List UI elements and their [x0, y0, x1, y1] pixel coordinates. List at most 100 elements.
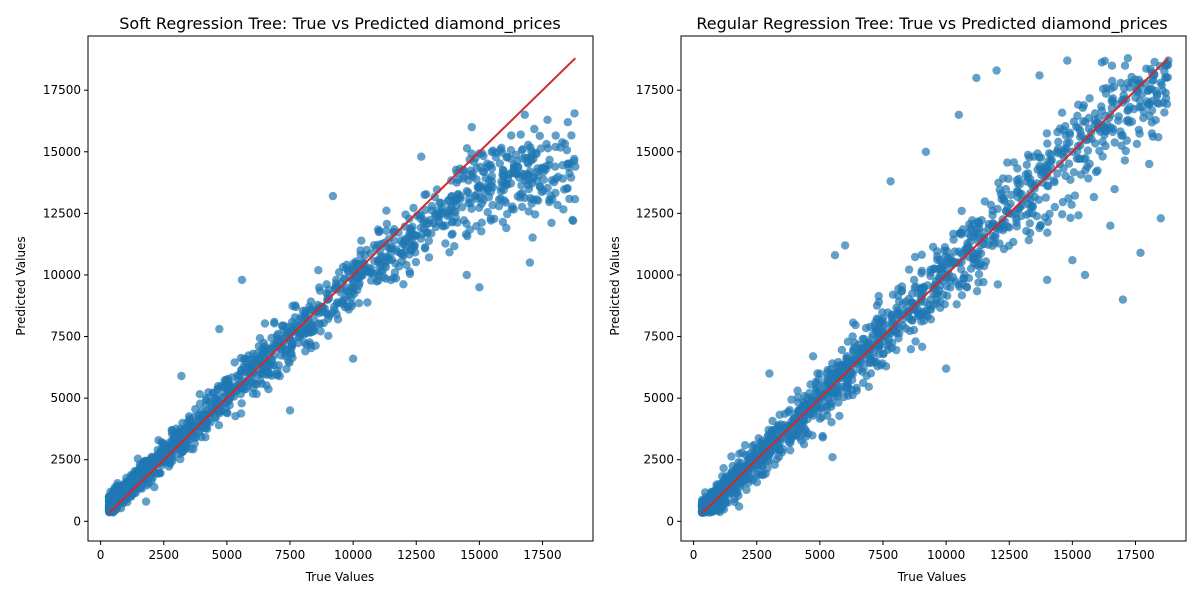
x-tick-label: 0	[97, 548, 105, 562]
data-point	[1147, 118, 1157, 127]
data-point	[1076, 154, 1085, 163]
data-point	[324, 331, 333, 340]
data-point	[566, 173, 576, 182]
data-point	[894, 297, 904, 306]
data-point	[814, 406, 823, 416]
data-point	[937, 267, 946, 277]
data-point	[1022, 177, 1031, 186]
data-point	[230, 358, 239, 367]
data-point	[262, 370, 271, 379]
data-point	[536, 144, 545, 153]
data-point	[294, 338, 303, 348]
data-point	[479, 151, 488, 161]
data-point	[382, 226, 391, 235]
data-point	[355, 278, 364, 288]
data-point	[1074, 100, 1083, 109]
data-point	[815, 369, 825, 378]
data-point	[252, 349, 262, 358]
data-point	[875, 330, 884, 339]
data-point	[347, 301, 356, 311]
data-point	[438, 203, 447, 212]
data-point	[447, 230, 456, 239]
data-point	[1022, 226, 1031, 236]
data-point	[1160, 108, 1169, 117]
data-point	[180, 424, 189, 433]
data-point	[1073, 111, 1082, 121]
data-point	[121, 480, 130, 490]
data-point	[957, 230, 966, 239]
data-point	[462, 270, 471, 280]
data-point	[500, 196, 509, 205]
data-point	[1114, 112, 1123, 121]
data-point	[445, 248, 454, 257]
data-point	[247, 355, 256, 364]
data-point	[141, 497, 151, 506]
data-point	[248, 389, 258, 398]
data-point	[375, 246, 385, 256]
data-point	[711, 485, 720, 495]
data-point	[1070, 191, 1080, 200]
data-point	[965, 220, 974, 229]
data-point	[1120, 156, 1130, 165]
data-point	[488, 200, 497, 210]
data-point	[730, 470, 739, 480]
data-point	[551, 142, 560, 152]
y-tick-label: 5000	[643, 391, 674, 405]
data-point	[1123, 54, 1133, 63]
data-point	[1060, 144, 1069, 153]
data-point	[787, 395, 796, 404]
data-point	[495, 159, 504, 168]
data-point	[417, 152, 426, 161]
data-point	[516, 130, 525, 139]
data-point	[553, 200, 562, 210]
data-point	[204, 409, 213, 418]
data-point	[416, 214, 425, 223]
data-point	[1084, 124, 1094, 133]
x-tick-label: 5000	[212, 548, 243, 562]
data-point	[291, 301, 300, 310]
data-point	[228, 373, 237, 382]
data-point	[547, 218, 556, 228]
data-point	[917, 250, 926, 259]
data-point	[530, 124, 539, 134]
data-point	[231, 411, 240, 421]
data-point	[1042, 275, 1052, 285]
data-point	[1043, 217, 1053, 227]
data-point	[1012, 214, 1021, 224]
data-point	[1072, 122, 1081, 131]
data-point	[957, 291, 967, 300]
data-point	[1025, 219, 1035, 228]
regular-y-ticks: 0 2500 5000 7500 10000 12500 15000 17500	[636, 83, 681, 528]
data-point	[998, 226, 1008, 235]
data-point	[487, 181, 496, 191]
data-point	[947, 259, 956, 268]
data-point	[533, 164, 542, 173]
data-point	[946, 283, 955, 292]
data-point	[197, 433, 206, 442]
x-tick-label: 10000	[334, 548, 372, 562]
data-point	[1054, 137, 1063, 146]
data-point	[224, 385, 234, 394]
data-point	[1083, 146, 1093, 155]
data-point	[1132, 139, 1142, 149]
data-point	[242, 360, 251, 369]
data-point	[483, 208, 492, 217]
data-point	[105, 493, 114, 502]
data-point	[975, 220, 984, 229]
data-point	[993, 204, 1002, 214]
x-tick-label: 12500	[990, 548, 1028, 562]
data-point	[1107, 96, 1116, 105]
data-point	[204, 388, 213, 397]
data-point	[507, 204, 516, 214]
data-point	[1087, 134, 1096, 144]
y-tick-label: 7500	[50, 330, 81, 344]
data-point	[1034, 195, 1044, 204]
y-tick-label: 2500	[50, 453, 81, 467]
data-point	[1022, 160, 1031, 169]
data-point	[1146, 85, 1155, 94]
data-point	[972, 287, 982, 296]
data-point	[881, 362, 891, 371]
data-point	[444, 196, 453, 205]
data-point	[957, 206, 966, 216]
